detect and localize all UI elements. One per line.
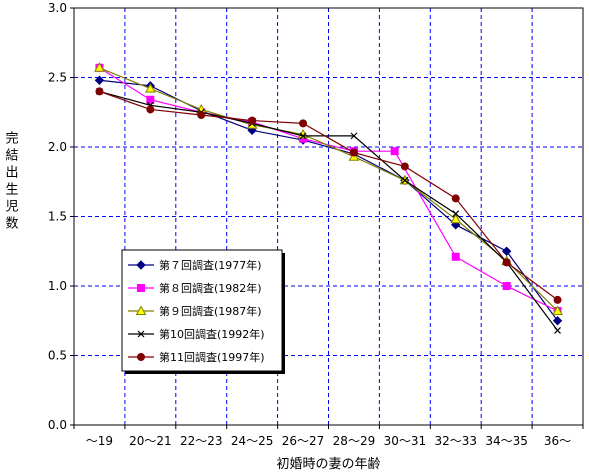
- diamond-marker: [136, 260, 146, 270]
- legend-item: 第10回調査(1992年): [128, 327, 265, 341]
- circle-marker: [95, 87, 104, 96]
- y-axis-title: 完結出生児数: [5, 132, 18, 232]
- circle-marker: [248, 116, 257, 125]
- circle-marker: [502, 258, 511, 267]
- y-axis-title-char: 結: [5, 149, 18, 164]
- diamond-marker: [501, 246, 512, 256]
- x-marker-stroke: [137, 330, 145, 338]
- circle-marker: [197, 111, 206, 120]
- circle-marker: [137, 353, 145, 361]
- legend-item: 第７回調査(1977年): [128, 258, 262, 272]
- y-tick-label: 1.5: [48, 210, 67, 224]
- x-marker: [299, 132, 307, 140]
- y-tick-label: 3.0: [48, 1, 67, 15]
- x-tick-label: 28～29: [333, 434, 376, 448]
- legend: 第７回調査(1977年) 第８回調査(1982年) 第９回調査(1987年) 第10回…: [121, 249, 285, 374]
- y-axis-title-char: 児: [5, 200, 18, 215]
- y-tick-label: 0.0: [48, 418, 67, 432]
- x-tick-label: 24～25: [231, 434, 274, 448]
- diamond-marker: [94, 75, 105, 85]
- y-axis-title-char: 生: [5, 183, 18, 198]
- square-marker: [146, 95, 155, 104]
- series-layer: [94, 62, 563, 334]
- triangle-marker: [144, 83, 156, 93]
- legend-label: 第９回調査(1987年): [159, 304, 262, 318]
- square-marker: [502, 282, 511, 290]
- x-tick-label: 26～27: [282, 434, 325, 448]
- circle-marker: [146, 105, 155, 114]
- x-marker-stroke: [554, 327, 561, 334]
- legend-item: 第９回調査(1987年): [128, 304, 262, 318]
- y-tick-label: 2.5: [48, 71, 67, 85]
- square-marker: [451, 252, 460, 261]
- x-marker: [137, 330, 145, 338]
- legend-label: 第８回調査(1982年): [159, 281, 262, 295]
- legend-label: 第７回調査(1977年): [159, 258, 262, 272]
- series-line: [99, 67, 558, 312]
- y-tick-label: 0.5: [48, 349, 67, 363]
- diamond-marker: [552, 316, 563, 326]
- legend-item: 第11回調査(1997年): [128, 350, 265, 364]
- circle-marker: [349, 148, 358, 157]
- series-line: [99, 90, 559, 331]
- x-tick-label: 22～23: [180, 434, 223, 448]
- y-tick-label: 2.0: [48, 140, 67, 154]
- y-axis-title-char: 完: [5, 132, 18, 147]
- x-marker-stroke: [452, 210, 460, 218]
- x-tick-label: 36～: [544, 434, 571, 448]
- y-axis-title-char: 出: [5, 166, 18, 181]
- x-marker: [350, 132, 358, 140]
- x-marker-stroke: [401, 176, 409, 184]
- triangle-marker: [552, 305, 563, 316]
- axes: [70, 7, 584, 429]
- square-marker: [390, 147, 399, 156]
- y-tick-label: 1.0: [48, 279, 67, 293]
- x-marker: [452, 210, 460, 218]
- legend-label: 第11回調査(1997年): [159, 350, 265, 364]
- x-tick-label: 34～35: [485, 434, 528, 448]
- y-axis-title-char: 数: [5, 217, 18, 232]
- x-marker-stroke: [299, 132, 307, 140]
- series-line: [99, 67, 558, 312]
- circle-marker: [451, 194, 460, 203]
- series: [95, 87, 562, 304]
- triangle-marker: [450, 213, 462, 224]
- series-line: [99, 90, 558, 301]
- x-tick-label: 20～21: [129, 434, 172, 448]
- legend-item: 第８回調査(1982年): [128, 281, 262, 295]
- x-marker: [401, 176, 409, 184]
- x-tick-label: ～19: [86, 434, 113, 448]
- x-tick-label: 30～31: [384, 434, 427, 448]
- x-tick-label: 32～33: [434, 434, 477, 448]
- legend-label: 第10回調査(1992年): [159, 327, 265, 341]
- circle-marker: [400, 162, 409, 171]
- x-marker-stroke: [350, 132, 358, 140]
- triangle-marker: [94, 62, 105, 72]
- square-marker: [137, 284, 145, 292]
- circle-marker: [299, 119, 308, 128]
- triangle-marker: [135, 305, 147, 315]
- x-axis-title: 初婚時の妻の年齢: [276, 457, 380, 472]
- x-marker: [554, 327, 561, 334]
- tick-labels: 0.0 0.5 1.0 1.5 2.0 2.5 3.0 ～19 20～21 22～23 24～25 2…: [48, 1, 571, 448]
- circle-marker: [553, 295, 562, 304]
